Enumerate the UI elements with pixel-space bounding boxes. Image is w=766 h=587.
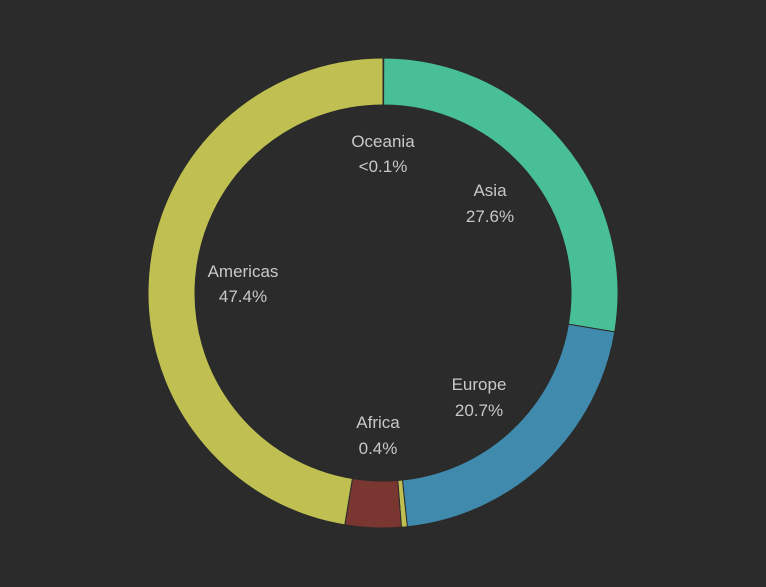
label-africa-name: Africa [356,413,400,432]
label-oceania-name: Oceania [351,132,415,151]
label-oceania-value: <0.1% [359,157,408,176]
label-asia-value: 27.6% [466,207,514,226]
donut-labels: Oceania <0.1% Asia 27.6% Europe 20.7% Af… [208,132,515,458]
slice-africa-segment[interactable] [344,477,402,529]
label-americas-name: Americas [208,262,279,281]
label-europe-value: 20.7% [455,401,503,420]
label-europe-name: Europe [452,375,507,394]
label-asia-name: Asia [473,181,507,200]
label-africa-value: 0.4% [359,439,398,458]
slice-europe[interactable] [401,323,616,528]
label-americas-value: 47.4% [219,287,267,306]
slice-americas[interactable] [147,57,384,526]
donut-slices [147,57,619,529]
